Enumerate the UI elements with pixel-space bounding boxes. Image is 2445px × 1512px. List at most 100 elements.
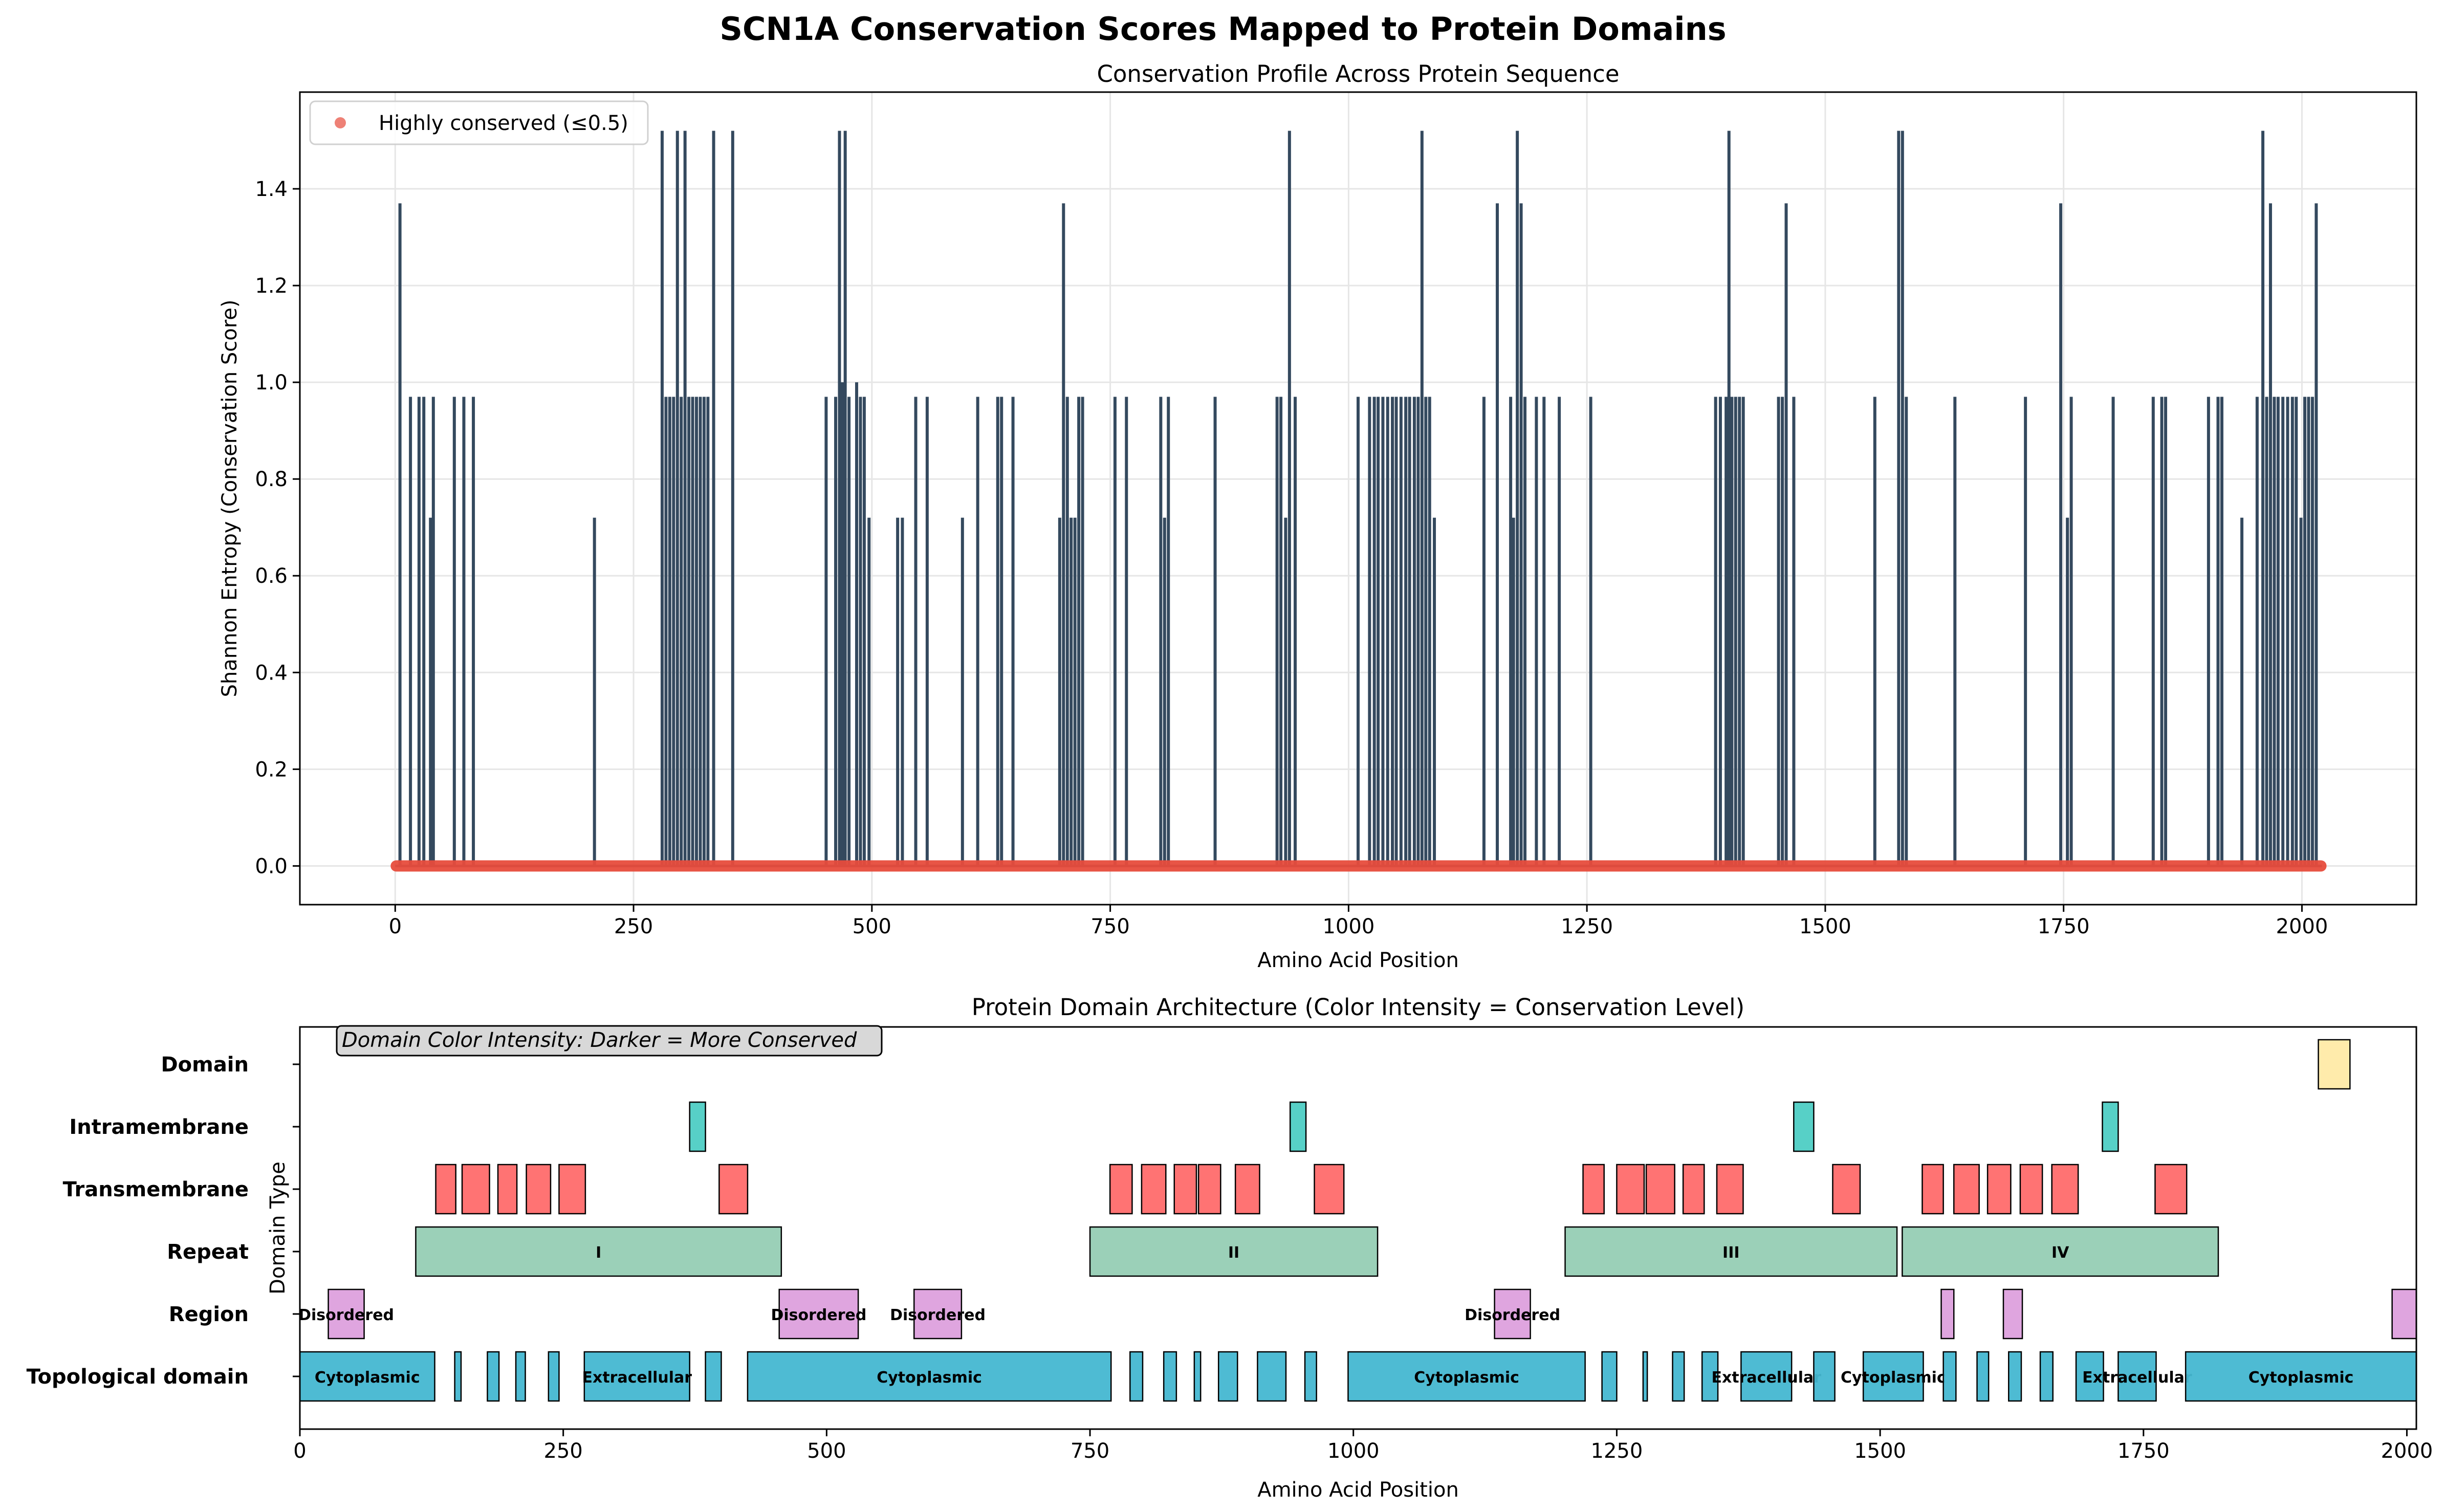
domain-segment-label: Disordered bbox=[890, 1306, 986, 1324]
domain-segment bbox=[1953, 1164, 1980, 1215]
domain-segment bbox=[2154, 1164, 2188, 1215]
y-tick-label: 0.8 bbox=[255, 468, 288, 491]
domain-segment bbox=[1942, 1351, 1957, 1402]
conservation-plot-frame bbox=[299, 91, 2417, 906]
y-tick-label: 0.4 bbox=[255, 661, 288, 685]
highly-conserved-points bbox=[390, 860, 2327, 872]
y-tick-label: 1.4 bbox=[255, 178, 288, 201]
legend-label-highly-conserved: Highly conserved (≤0.5) bbox=[379, 112, 628, 135]
domain-segment bbox=[328, 1288, 365, 1340]
domain-segment bbox=[435, 1164, 456, 1215]
domain-segment bbox=[1986, 1164, 2012, 1215]
y-tick-label: 0.6 bbox=[255, 564, 288, 588]
domain-segment-label: Disordered bbox=[771, 1306, 866, 1324]
domain-segment bbox=[1193, 1351, 1202, 1402]
x-tick-label: 1000 bbox=[1322, 915, 1374, 938]
x-tick-label: 2000 bbox=[2381, 1439, 2433, 1463]
conservation-chart-title: Conservation Profile Across Protein Sequ… bbox=[1097, 60, 1619, 87]
domain-segment-label: Cytoplasmic bbox=[315, 1369, 420, 1387]
domain-segment bbox=[487, 1351, 500, 1402]
domain-annotation: Domain Color Intensity: Darker = More Co… bbox=[336, 1025, 883, 1057]
y-tick-label: Domain bbox=[161, 1053, 249, 1077]
domain-segment bbox=[2185, 1351, 2417, 1402]
domain-architecture-panel: Protein Domain Architecture (Color Inten… bbox=[27, 994, 2433, 1502]
domain-segment bbox=[1582, 1164, 1605, 1215]
legend-box bbox=[309, 100, 649, 145]
domain-segment bbox=[558, 1164, 586, 1215]
domain-segment-label: Cytoplasmic bbox=[877, 1369, 982, 1387]
domain-segment bbox=[454, 1351, 462, 1402]
domain-segment bbox=[689, 1101, 706, 1152]
x-tick-label: 250 bbox=[614, 915, 653, 938]
domain-segment bbox=[1645, 1164, 1675, 1215]
domain-segment bbox=[1109, 1164, 1133, 1215]
domain-segment bbox=[1141, 1164, 1167, 1215]
domain-segment bbox=[1940, 1288, 1955, 1340]
x-tick-label: 1250 bbox=[1591, 1439, 1643, 1463]
domain-segment bbox=[705, 1351, 722, 1402]
domain-segment-label: Cytoplasmic bbox=[1414, 1369, 1519, 1387]
domain-segment bbox=[548, 1351, 560, 1402]
x-tick-label: 0 bbox=[293, 1439, 306, 1463]
domain-segment bbox=[2019, 1164, 2043, 1215]
domain-segment-label: Disordered bbox=[298, 1306, 394, 1324]
y-tick-label: 0.0 bbox=[255, 854, 288, 878]
domain-segment bbox=[2002, 1288, 2023, 1340]
domain-segment bbox=[1701, 1351, 1719, 1402]
domain-segment bbox=[1902, 1226, 2219, 1277]
conservation-scatter-series bbox=[390, 860, 2327, 872]
conservation-x-axis: 0 250 500 750 1000 1250 1500 1750 2000 bbox=[389, 905, 2328, 938]
domain-segment bbox=[415, 1226, 782, 1277]
x-tick-label: 0 bbox=[389, 915, 402, 938]
domain-segment bbox=[1642, 1351, 1648, 1402]
y-tick-label: Transmembrane bbox=[63, 1178, 249, 1201]
domain-segment bbox=[1089, 1226, 1379, 1277]
domain-segment bbox=[1129, 1351, 1144, 1402]
domain-segment bbox=[2318, 1039, 2351, 1090]
x-tick-label: 500 bbox=[853, 915, 891, 938]
domain-segment-label: Cytoplasmic bbox=[2248, 1369, 2354, 1387]
x-tick-label: 1250 bbox=[1561, 915, 1613, 938]
domain-segment-label: IV bbox=[2051, 1244, 2069, 1262]
domain-segment bbox=[1163, 1351, 1177, 1402]
domain-segment bbox=[515, 1351, 526, 1402]
y-tick-label: 0.2 bbox=[255, 758, 288, 781]
x-tick-label: 1750 bbox=[2038, 915, 2090, 938]
domain-segment bbox=[2391, 1288, 2417, 1340]
domain-segment bbox=[1672, 1351, 1685, 1402]
conservation-y-axis: 0.0 0.2 0.4 0.6 0.8 1.0 1.2 1.4 bbox=[255, 178, 300, 878]
domain-segment-label: Disordered bbox=[1465, 1306, 1560, 1324]
y-tick-label: Region bbox=[169, 1303, 249, 1326]
domain-segment bbox=[1314, 1164, 1345, 1215]
x-tick-label: 1500 bbox=[1854, 1439, 1906, 1463]
domain-segment bbox=[1257, 1351, 1287, 1402]
conservation-legend: Highly conserved (≤0.5) bbox=[309, 100, 649, 145]
domain-segment bbox=[1793, 1101, 1815, 1152]
domain-segment bbox=[1347, 1351, 1586, 1402]
conservation-y-label: Shannon Entropy (Conservation Score) bbox=[218, 299, 242, 697]
conservation-profile-panel: Conservation Profile Across Protein Sequ… bbox=[218, 60, 2417, 972]
x-tick-label: 750 bbox=[1071, 1439, 1109, 1463]
conservation-x-label: Amino Acid Position bbox=[1257, 949, 1459, 972]
x-tick-label: 1750 bbox=[2117, 1439, 2170, 1463]
domain-segment bbox=[1922, 1164, 1944, 1215]
domain-segment-label: III bbox=[1722, 1244, 1740, 1262]
domain-segment-label: Extracellular bbox=[2082, 1369, 2192, 1387]
domain-segment bbox=[1813, 1351, 1836, 1402]
domain-segment bbox=[778, 1288, 859, 1340]
domain-segment bbox=[2102, 1101, 2119, 1152]
domain-segment bbox=[1740, 1351, 1793, 1402]
domain-segment bbox=[1616, 1164, 1645, 1215]
x-tick-label: 750 bbox=[1090, 915, 1129, 938]
domain-chart-title: Protein Domain Architecture (Color Inten… bbox=[972, 994, 1744, 1021]
y-tick-label: Topological domain bbox=[27, 1365, 249, 1389]
annotation-text: Domain Color Intensity: Darker = More Co… bbox=[342, 1028, 857, 1052]
domain-y-axis: Domain Intramembrane Transmembrane Repeat Re… bbox=[27, 1053, 300, 1389]
domain-segment bbox=[718, 1164, 749, 1215]
y-tick-label: Repeat bbox=[167, 1240, 249, 1264]
domain-segment-label: Cytoplasmic bbox=[1841, 1369, 1946, 1387]
legend-marker-highly-conserved bbox=[335, 117, 346, 128]
domain-x-axis: 0 250 500 750 1000 1250 1500 1750 2000 bbox=[293, 1429, 2433, 1463]
domain-segment bbox=[2008, 1351, 2022, 1402]
